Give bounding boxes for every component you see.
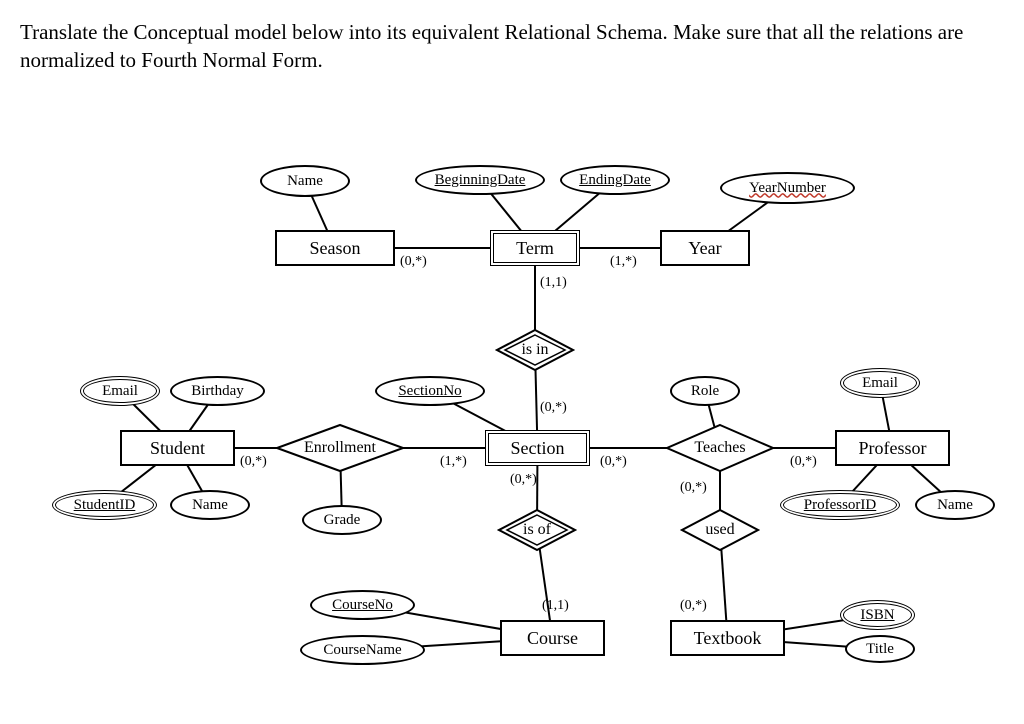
attr-email_s: Email <box>80 376 160 406</box>
attr-name_st: Name <box>170 490 250 520</box>
entity-term: Term <box>490 230 580 266</box>
attr-email_p: Email <box>840 368 920 398</box>
relationship-enroll: Enrollment <box>275 423 405 473</box>
cardinality-label: (0,*) <box>400 254 427 270</box>
cardinality-label: (0,*) <box>680 480 707 496</box>
entity-professor: Professor <box>835 430 950 466</box>
cardinality-label: (0,*) <box>680 598 707 614</box>
relationship-used: used <box>680 508 760 552</box>
cardinality-label: (0,*) <box>600 454 627 470</box>
entity-year: Year <box>660 230 750 266</box>
attr-isbn: ISBN <box>840 600 915 630</box>
er-diagram: Season Term Year Student Section Professor Cou… <box>20 110 1004 704</box>
attr-studentid: StudentID <box>52 490 157 520</box>
attr-courseno: CourseNo <box>310 590 415 620</box>
attr-enddate: EndingDate <box>560 165 670 195</box>
attr-name_p: Name <box>915 490 995 520</box>
attr-coursename: CourseName <box>300 635 425 665</box>
entity-student: Student <box>120 430 235 466</box>
attr-grade: Grade <box>302 505 382 535</box>
cardinality-label: (0,*) <box>240 454 267 470</box>
attr-yearnum: YearNumber <box>720 172 855 204</box>
entity-section: Section <box>485 430 590 466</box>
attr-role: Role <box>670 376 740 406</box>
attr-birthday: Birthday <box>170 376 265 406</box>
entity-textbook: Textbook <box>670 620 785 656</box>
cardinality-label: (0,*) <box>510 472 537 488</box>
cardinality-label: (1,*) <box>440 454 467 470</box>
relationship-isin: is in <box>495 328 575 372</box>
cardinality-label: (1,*) <box>610 254 637 270</box>
cardinality-label: (0,*) <box>790 454 817 470</box>
relationship-teaches: Teaches <box>665 423 775 473</box>
entity-course: Course <box>500 620 605 656</box>
cardinality-label: (1,1) <box>542 598 569 614</box>
relationship-isof: is of <box>497 508 577 552</box>
entity-season: Season <box>275 230 395 266</box>
attr-begdate: BeginningDate <box>415 165 545 195</box>
question-prompt: Translate the Conceptual model below int… <box>20 18 1004 75</box>
attr-profid: ProfessorID <box>780 490 900 520</box>
attr-name_season: Name <box>260 165 350 197</box>
attr-sectionno: SectionNo <box>375 376 485 406</box>
cardinality-label: (1,1) <box>540 275 567 291</box>
cardinality-label: (0,*) <box>540 400 567 416</box>
attr-title: Title <box>845 635 915 663</box>
